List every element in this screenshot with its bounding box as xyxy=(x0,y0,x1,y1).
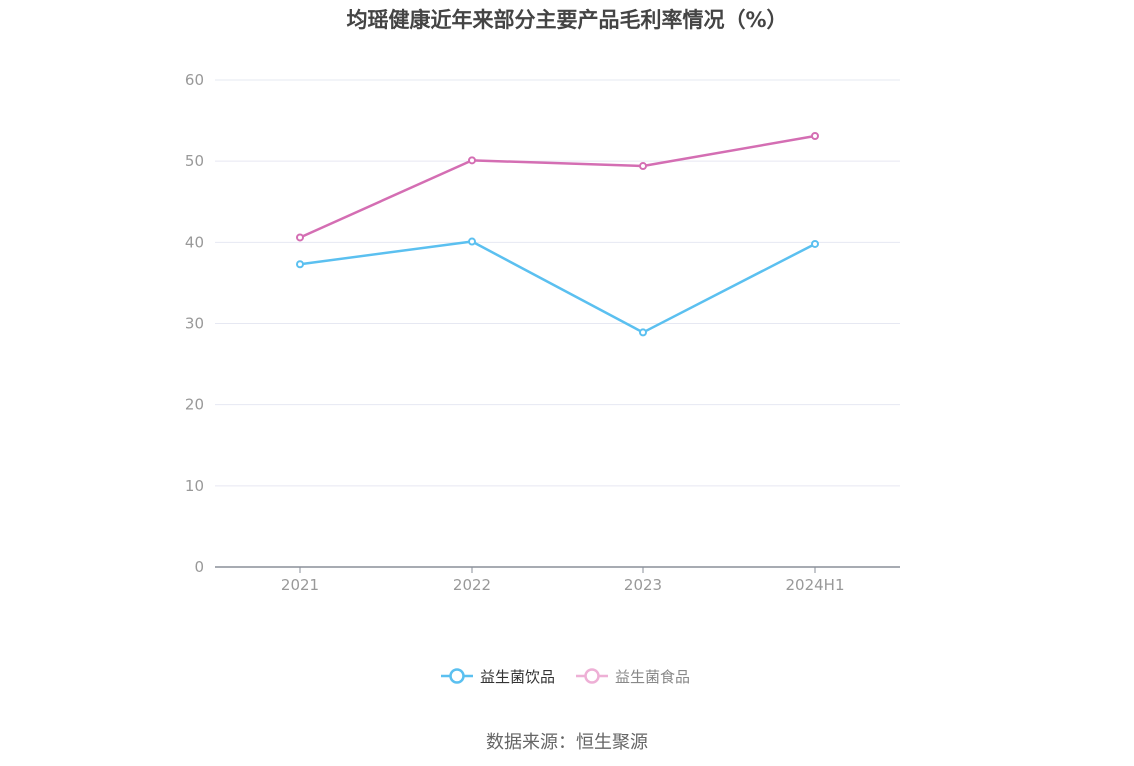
data-point xyxy=(468,237,476,246)
data-point xyxy=(639,328,647,337)
data-point xyxy=(296,260,304,269)
legend-marker xyxy=(449,668,465,684)
y-tick-label: 60 xyxy=(185,71,204,89)
y-tick-label: 0 xyxy=(194,558,204,576)
data-point xyxy=(811,239,819,248)
x-tick-label: 2021 xyxy=(281,576,319,594)
legend-label: 益生菌食品 xyxy=(615,668,690,686)
y-tick-label: 10 xyxy=(185,477,204,495)
y-tick-label: 40 xyxy=(185,233,204,251)
legend-label: 益生菌饮品 xyxy=(480,668,555,686)
y-tick-label: 30 xyxy=(185,315,204,333)
data-point xyxy=(811,132,819,141)
line-chart: 0 10 20 30 40 50 60 2021 2022 2023 2024H1 益生菌饮品 益生菌食… xyxy=(185,71,900,686)
series-line-1 xyxy=(299,240,816,334)
y-tick-label: 20 xyxy=(185,396,204,414)
data-point xyxy=(468,156,476,165)
series-line-2 xyxy=(299,134,816,239)
legend-marker xyxy=(584,668,600,684)
data-point xyxy=(639,162,647,171)
x-tick-label: 2023 xyxy=(624,576,662,594)
x-tick-label: 2024H1 xyxy=(786,576,845,594)
data-point xyxy=(296,233,304,242)
chart-title: 均瑶健康近年来部分主要产品毛利率情况（%） xyxy=(346,8,788,32)
y-tick-label: 50 xyxy=(185,152,204,170)
data-source-note: 数据来源：恒生聚源 xyxy=(486,732,648,753)
x-tick-label: 2022 xyxy=(453,576,491,594)
